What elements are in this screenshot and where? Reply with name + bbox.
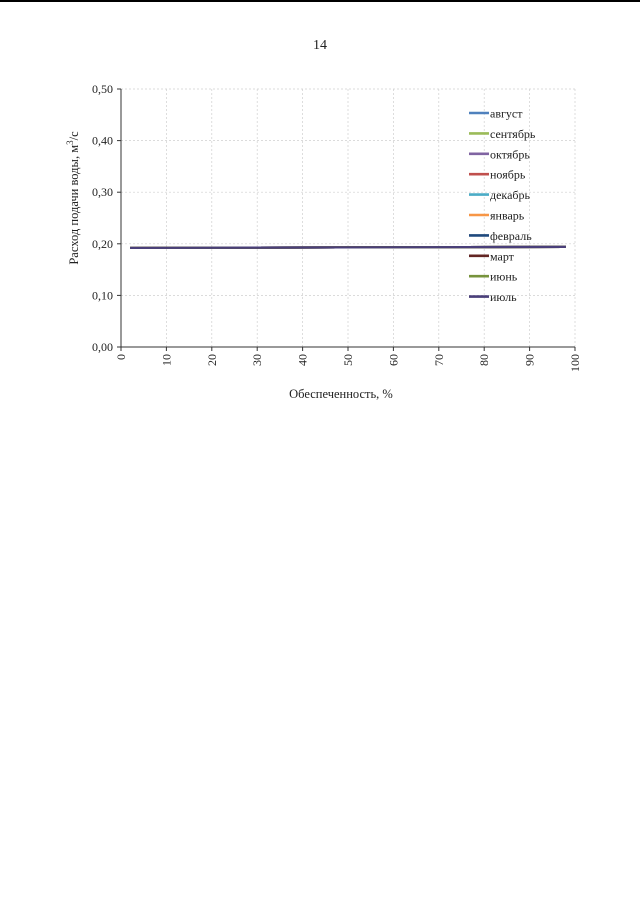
y-axis-title-sup: 3: [65, 140, 75, 145]
x-tick-label: 70: [432, 354, 446, 366]
legend-label: октябрь: [490, 147, 530, 161]
x-tick-label: 40: [296, 354, 310, 366]
x-axis-title: Обеспеченность, %: [289, 387, 393, 401]
page-number: 14: [313, 38, 327, 53]
y-axis-title-main: Расход подачи воды, м: [67, 145, 81, 265]
legend: август сентябрь октябрь ноябрь декабрь январь…: [469, 107, 536, 304]
y-tick-labels: 0,00 0,10 0,20 0,30 0,40 0,50: [92, 82, 113, 354]
y-tick-label: 0,30: [92, 185, 113, 199]
legend-label: ноябрь: [490, 168, 526, 182]
x-tick-label: 30: [250, 354, 264, 366]
x-tick-label: 90: [523, 354, 537, 366]
y-tick-label: 0,50: [92, 82, 113, 96]
series-line-июль: [130, 245, 566, 250]
x-tick-label: 10: [159, 354, 173, 366]
x-tick-label: 50: [341, 354, 355, 366]
legend-label: март: [490, 249, 515, 263]
series-lines: [130, 245, 566, 250]
legend-label: сентябрь: [490, 127, 536, 141]
legend-label: июнь: [490, 270, 518, 284]
x-tick-labels: 0 10 20 30 40 50 60 70 80 90 100: [114, 354, 582, 372]
legend-label: декабрь: [490, 188, 531, 202]
scan-top-edge: [0, 0, 640, 2]
legend-label: август: [490, 107, 523, 121]
legend-label: январь: [490, 209, 525, 223]
y-axis-title: Расход подачи воды, м3/с: [65, 131, 81, 265]
y-axis-title-tail: /с: [67, 131, 81, 140]
x-tick-label: 80: [477, 354, 491, 366]
y-tick-label: 0,10: [92, 288, 113, 302]
y-tick-label: 0,40: [92, 134, 113, 148]
legend-label: июль: [490, 290, 517, 304]
y-tick-label: 0,20: [92, 237, 113, 251]
legend-label: февраль: [490, 229, 532, 243]
axes: [117, 88, 576, 351]
x-tick-label: 60: [386, 354, 400, 366]
y-tick-label: 0,00: [92, 340, 113, 354]
water-supply-chart: 0 10 20 30 40 50 60 70 80 90 100 0,000,100,200,300…: [65, 82, 582, 401]
x-tick-label: 20: [205, 354, 219, 366]
x-tick-label: 0: [114, 354, 128, 360]
x-tick-label: 100: [568, 354, 582, 372]
